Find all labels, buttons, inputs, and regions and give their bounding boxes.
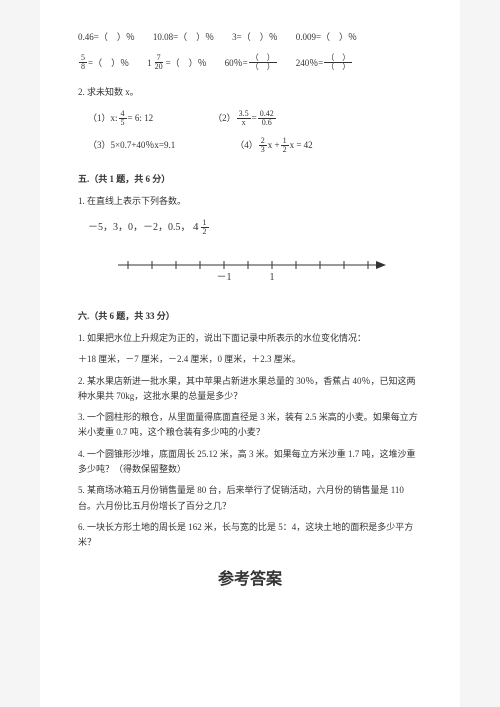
q6-4: 4. 一个圆锥形沙堆，底面周长 25.12 米，高 3 米。如果每立方米沙重 1…: [78, 447, 422, 478]
conv-item: 1 720 =（ ）％: [147, 54, 207, 71]
conv-item: 0.46=（ ）％: [78, 30, 135, 44]
q2-title: 2. 求未知数 x。: [78, 85, 422, 99]
conv-item: 240％= （ ）（ ）: [296, 54, 354, 71]
q6-2: 2. 某水果店新进一批水果，其中苹果占新进水果总量的 30％，香蕉占 40％，已…: [78, 374, 422, 405]
answer-heading: 参考答案: [78, 567, 422, 593]
conv-item: 58 =（ ）％: [78, 54, 129, 71]
q6-5: 5. 某商场冰箱五月份销售量是 80 台，后来举行了促销活动，六月份的销售量是 …: [78, 483, 422, 514]
equation-4: （4） 23 x + 12 x = 42: [235, 137, 312, 154]
conv-item: 60％= （ ）（ ）: [225, 54, 278, 71]
number-line: －1 1: [118, 250, 422, 290]
section-5-title: 五.（共 1 题，共 6 分）: [78, 172, 422, 186]
q6-6: 6. 一块长方形土地的周长是 162 米，长与宽的比是 5：4，这块土地的面积是…: [78, 520, 422, 551]
conversion-row-1: 0.46=（ ）％ 10.08=（ ）％ 3=（ ）％ 0.009=（ ）％: [78, 30, 422, 44]
conv-item: 10.08=（ ）％: [153, 30, 214, 44]
equation-3: （3）5×0.7+40％x=9.1: [88, 137, 175, 154]
fraction: 720: [153, 54, 165, 71]
q6-1b: ＋18 厘米，－7 厘米，－2.4 厘米，0 厘米，＋2.3 厘米。: [78, 352, 422, 367]
svg-text:－1: －1: [217, 272, 232, 283]
equation-2: （2） 3.5x = 0.420.6: [213, 110, 277, 127]
equation-1: （1）x: 45 = 6: 12: [88, 110, 153, 127]
mixed-number: 4 12: [193, 219, 210, 237]
q6-3: 3. 一个圆柱形的粮仓，从里面量得底面直径是 3 米，装有 2.5 米高的小麦。…: [78, 410, 422, 441]
q6-1: 1. 如果把水位上升规定为正的，说出下面记录中所表示的水位变化情况：: [78, 331, 422, 346]
numbers-list: －5，3，0，－2，0.5， 4 12: [88, 219, 422, 237]
conversion-row-2: 58 =（ ）％ 1 720 =（ ）％ 60％= （ ）（ ） 240％= （…: [78, 54, 422, 71]
section-6-title: 六.（共 6 题，共 33 分）: [78, 309, 422, 323]
section-5-q1: 1. 在直线上表示下列各数。: [78, 194, 422, 208]
page: 0.46=（ ）％ 10.08=（ ）％ 3=（ ）％ 0.009=（ ）％ 5…: [40, 0, 460, 707]
equation-row: （3）5×0.7+40％x=9.1 （4） 23 x + 12 x = 42: [88, 137, 422, 154]
fraction: 58: [79, 54, 87, 71]
conv-item: 3=（ ）％: [232, 30, 278, 44]
conv-item: 0.009=（ ）％: [296, 30, 357, 44]
paren-fraction: （ ）（ ）: [324, 54, 352, 71]
paren-fraction: （ ）（ ）: [249, 54, 277, 71]
svg-text:1: 1: [270, 272, 275, 283]
equation-row: （1）x: 45 = 6: 12 （2） 3.5x = 0.420.6: [88, 110, 422, 127]
